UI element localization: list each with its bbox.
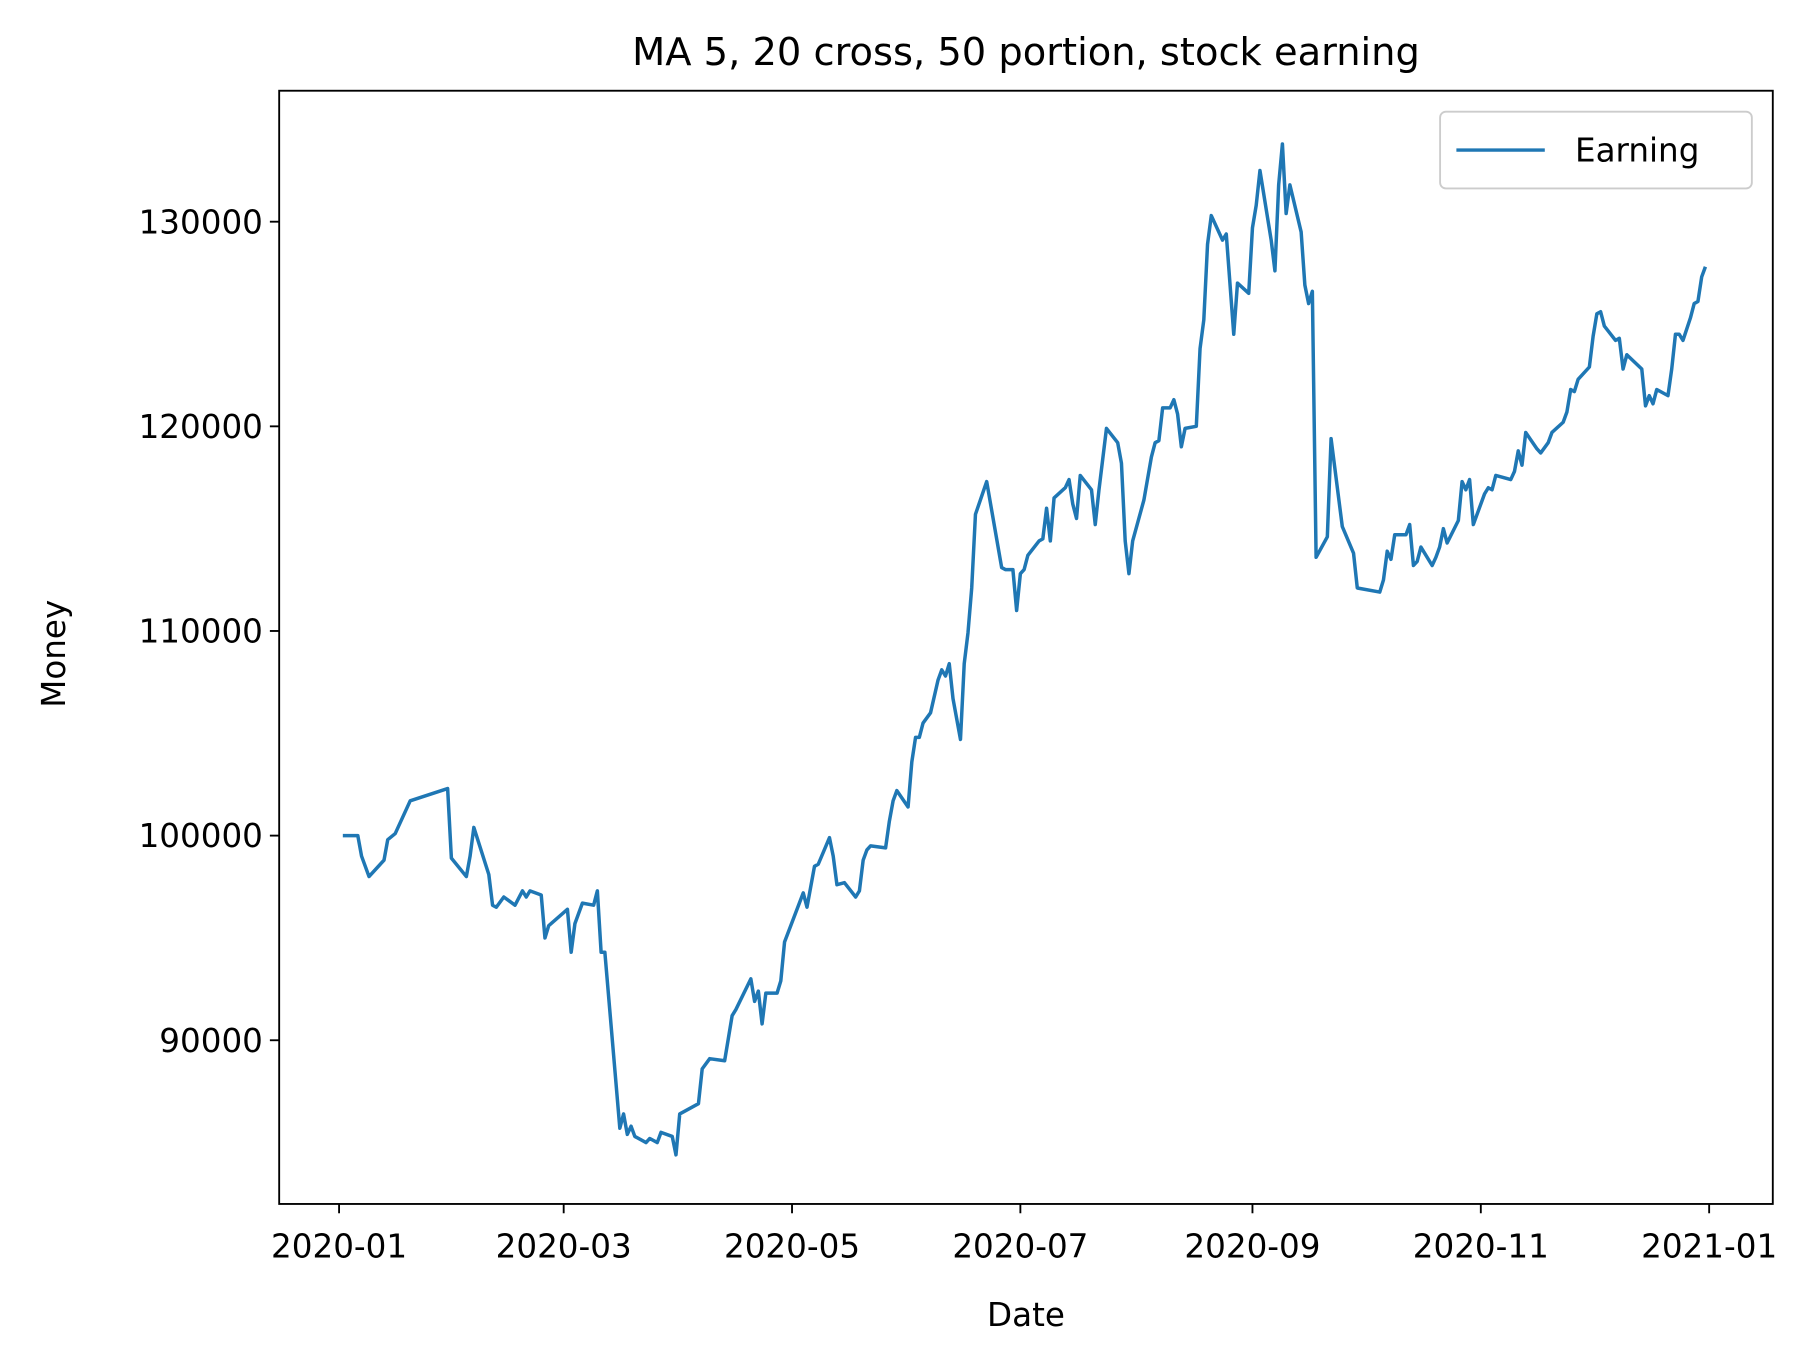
y-tick-label: 90000 [159,1022,263,1060]
x-tick-label: 2020-05 [724,1227,860,1265]
line-series [342,142,1708,1157]
x-tick-label: 2021-01 [1641,1227,1777,1265]
legend-box [1439,110,1753,190]
chart-title: MA 5, 20 cross, 50 portion, stock earnin… [632,30,1420,75]
y-axis-label: Money [35,600,73,708]
legend-label: Earning [1575,132,1699,170]
y-tick-label: 130000 [139,203,263,241]
y-tick-label: 100000 [139,817,263,855]
x-tick-label: 2020-03 [496,1227,632,1265]
x-tick-label: 2020-09 [1184,1227,1320,1265]
y-tick-label: 110000 [139,613,263,651]
x-tick-label: 2020-01 [271,1227,407,1265]
x-tick-label: 2020-07 [952,1227,1088,1265]
x-axis-label: Date [987,1296,1065,1334]
x-tick-label: 2020-11 [1413,1227,1549,1265]
y-tick-label: 120000 [139,408,263,446]
plot-frame [278,89,1774,1205]
